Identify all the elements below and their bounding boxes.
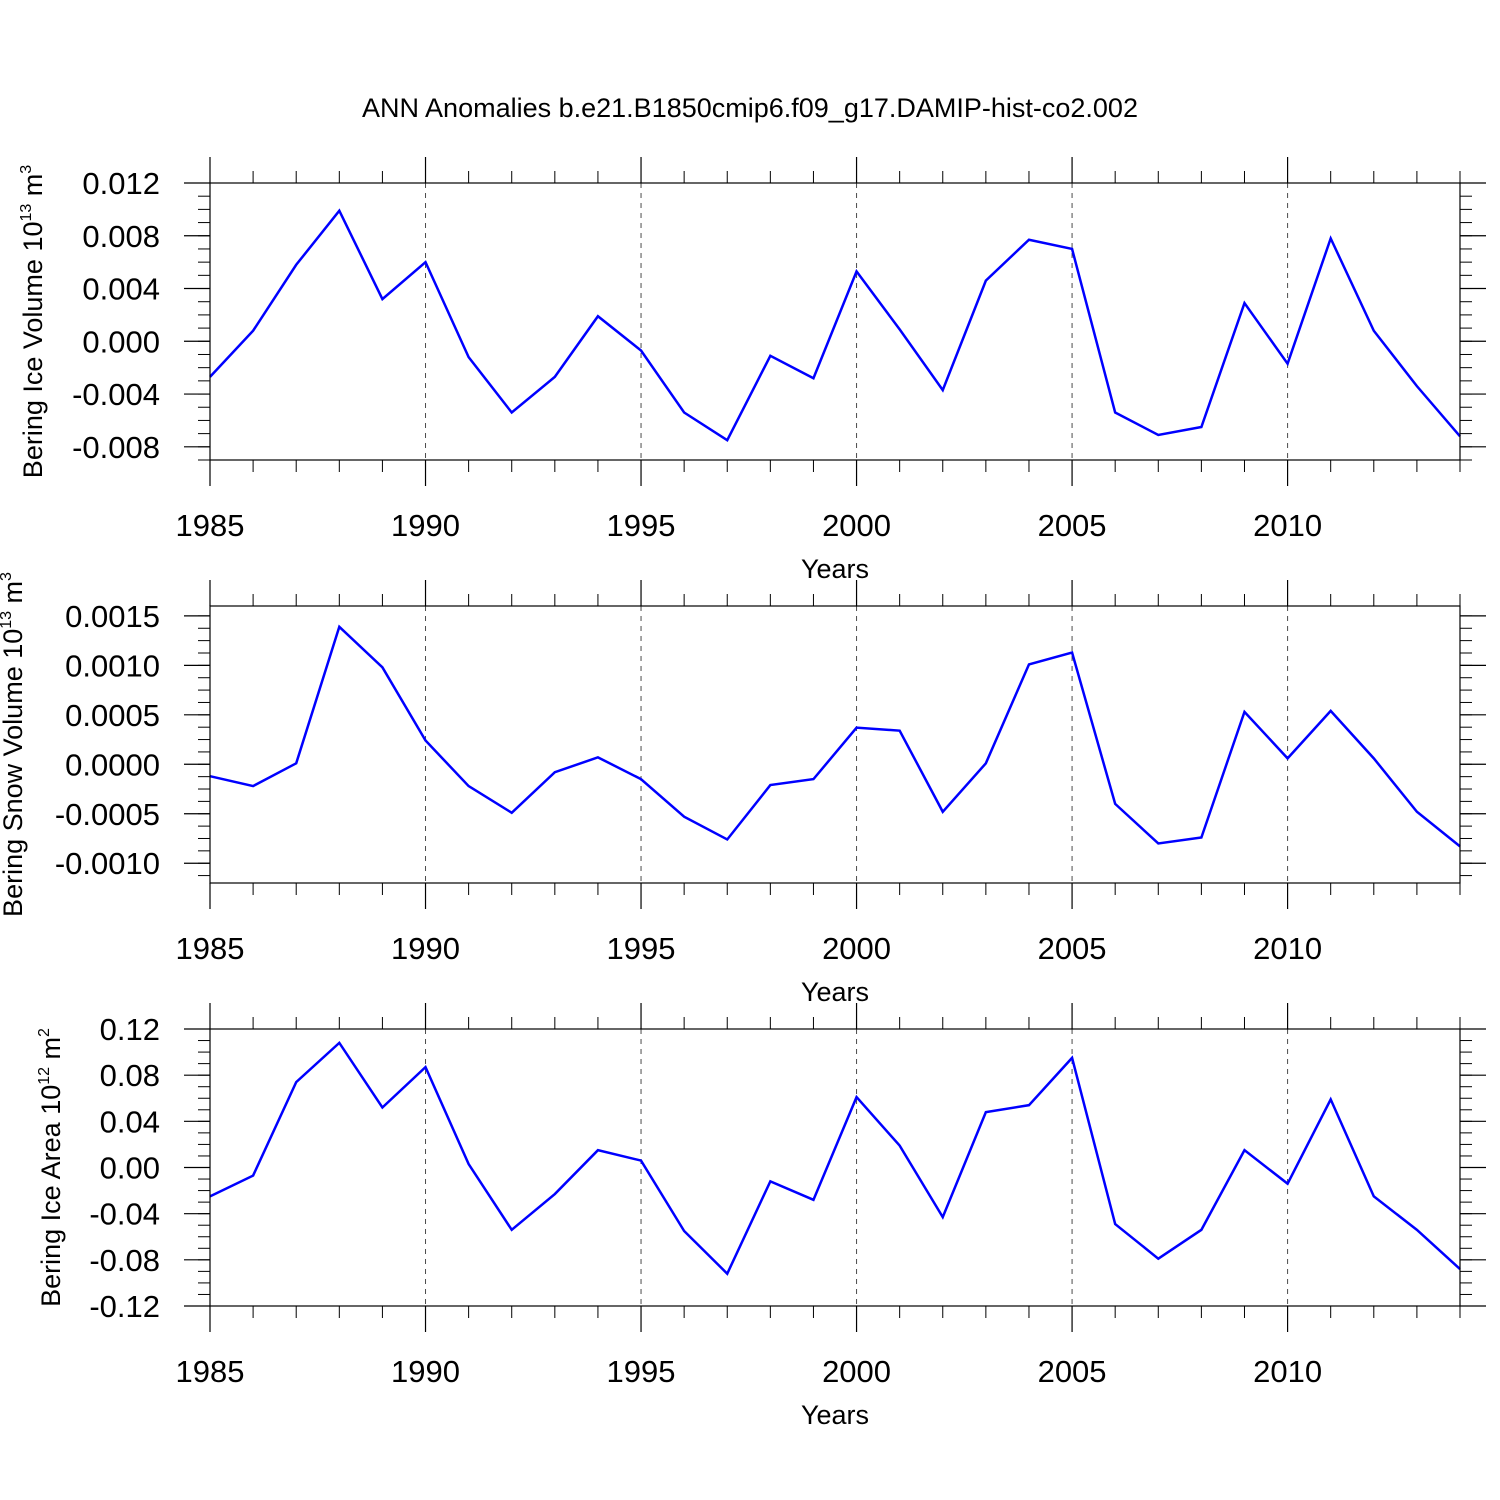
y-tick-label: 0.000 <box>82 324 160 359</box>
y-tick-label: 0.0005 <box>65 698 160 733</box>
y-tick-label: -0.004 <box>72 377 160 412</box>
y-tick-label: -0.08 <box>89 1243 160 1278</box>
panel-2: 0.0015 0.0010 0.0005 0.0000 -0.0005 -0.0010 19… <box>0 572 1486 1007</box>
y-axis-title-text: Bering Ice Area 10 <box>36 1085 66 1307</box>
plot-frame <box>209 605 1461 884</box>
x-tick-label: 2005 <box>1038 1354 1107 1389</box>
x-tick-label: 1995 <box>607 508 676 543</box>
y-axis-title-unit: m <box>36 1037 66 1067</box>
y-tick-label: -0.0010 <box>55 846 160 881</box>
x-tick-label: 2005 <box>1038 508 1107 543</box>
y-tick-label: 0.12 <box>100 1012 160 1047</box>
x-axis-title: Years <box>801 1400 869 1430</box>
x-tick-label: 2000 <box>822 931 891 966</box>
y-tick-label: -0.12 <box>89 1289 160 1324</box>
y-tick-label: -0.04 <box>89 1197 160 1232</box>
x-axis-title: Years <box>801 977 869 1007</box>
x-tick-label: 2010 <box>1253 508 1322 543</box>
y-axis-title-exponent: 13 <box>0 611 15 629</box>
y-axis-title-unit-exponent: 3 <box>0 572 15 581</box>
x-axis-title: Years <box>801 554 869 584</box>
y-tick-label: 0.00 <box>100 1151 160 1186</box>
plot-frame <box>209 1028 1461 1307</box>
x-tick-label: 2000 <box>822 1354 891 1389</box>
y-axis-title-exponent: 12 <box>36 1067 53 1085</box>
x-tick-label: 1995 <box>607 1354 676 1389</box>
y-tick-label: -0.008 <box>72 430 160 465</box>
panels: 0.012 0.008 0.004 0.000 -0.004 -0.008 1985 1990… <box>0 157 1486 1430</box>
x-tick-label: 1985 <box>176 931 245 966</box>
y-axis-title-text: Bering Snow Volume 10 <box>0 629 28 917</box>
y-tick-label: 0.08 <box>100 1058 160 1093</box>
figure-title: ANN Anomalies b.e21.B1850cmip6.f09_g17.D… <box>362 93 1138 123</box>
y-tick-label: -0.0005 <box>55 797 160 832</box>
x-tick-label: 2010 <box>1253 1354 1322 1389</box>
y-tick-label: 0.04 <box>100 1104 160 1139</box>
y-axis-title-unit: m <box>18 174 48 204</box>
x-tick-label: 2000 <box>822 508 891 543</box>
y-axis-title: Bering Snow Volume 1013 m3 <box>0 572 28 917</box>
y-tick-label: 0.0010 <box>65 648 160 683</box>
y-tick-label: 0.012 <box>82 166 160 201</box>
x-tick-label: 1990 <box>391 931 460 966</box>
panel-1: 0.012 0.008 0.004 0.000 -0.004 -0.008 1985 1990… <box>18 157 1486 584</box>
x-tick-label: 1990 <box>391 1354 460 1389</box>
y-axis-title-unit-exponent: 2 <box>36 1028 53 1037</box>
y-axis-title-exponent: 13 <box>18 204 35 222</box>
y-tick-label: 0.008 <box>82 219 160 254</box>
y-axis-title: Bering Ice Volume 1013 m3 <box>18 165 48 478</box>
y-axis-title-unit: m <box>0 581 28 611</box>
y-axis-title-text: Bering Ice Volume 10 <box>18 222 48 479</box>
series-line <box>209 1040 1461 1276</box>
series-line <box>209 624 1461 848</box>
x-tick-label: 1985 <box>176 508 245 543</box>
y-axis-title-unit-exponent: 3 <box>18 165 35 174</box>
x-tick-label: 2005 <box>1038 931 1107 966</box>
panel-3: 0.12 0.08 0.04 0.00 -0.04 -0.08 -0.12 1985 1990 1… <box>36 1003 1486 1430</box>
y-tick-label: 0.004 <box>82 272 160 307</box>
x-tick-label: 1985 <box>176 1354 245 1389</box>
y-tick-label: 0.0015 <box>65 599 160 634</box>
series-line <box>209 208 1461 443</box>
y-tick-label: 0.0000 <box>65 747 160 782</box>
plot-frame <box>209 182 1461 461</box>
x-tick-label: 1990 <box>391 508 460 543</box>
y-axis-title: Bering Ice Area 1012 m2 <box>36 1028 66 1307</box>
x-tick-label: 2010 <box>1253 931 1322 966</box>
x-tick-label: 1995 <box>607 931 676 966</box>
